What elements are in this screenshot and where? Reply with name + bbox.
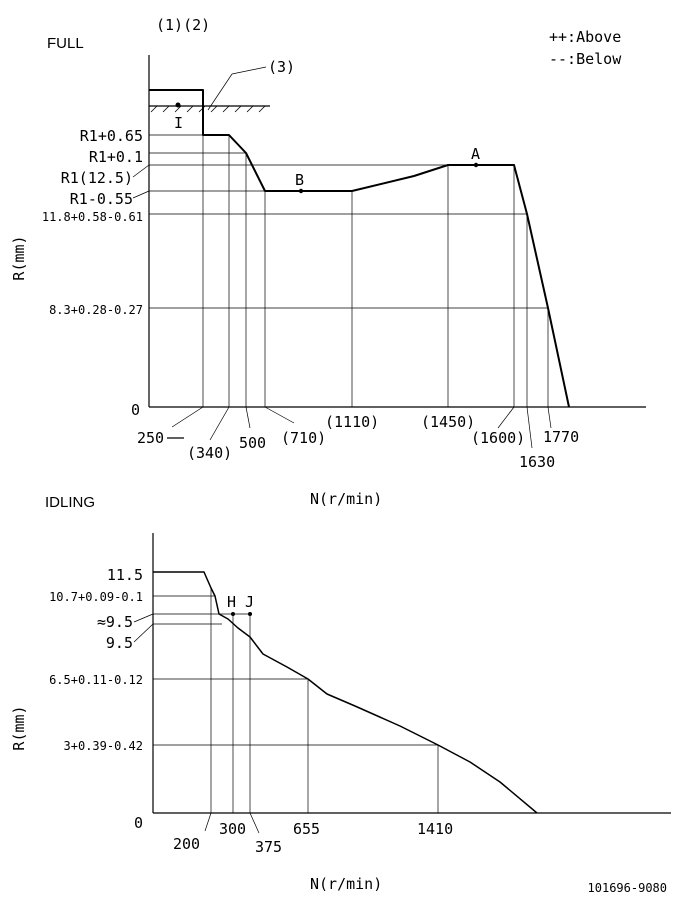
x-label-340: (340)	[187, 444, 232, 462]
point-a-dot	[473, 162, 479, 168]
leader-340	[209, 406, 230, 441]
y-label-r1-01: R1+0.1	[89, 148, 143, 166]
leader-200	[204, 812, 212, 832]
point-h-dot	[231, 612, 235, 616]
leader-1630	[526, 406, 533, 449]
ix-label-655: 655	[293, 820, 320, 838]
x-label-1110: (1110)	[325, 413, 379, 431]
idling-title: IDLING	[45, 494, 95, 511]
leader-approx95	[133, 613, 154, 623]
point-i-label: I	[174, 114, 183, 132]
leader-375	[249, 812, 260, 834]
idling-curve	[153, 571, 538, 814]
idling-x-title: N(r/min)	[310, 875, 382, 893]
ix-label-375: 375	[255, 838, 282, 856]
y-label-zero: 0	[131, 401, 140, 419]
point-b-label: B	[295, 171, 304, 189]
leader-1600	[497, 406, 515, 429]
full-title: FULL	[47, 35, 84, 52]
footer-code: 101696-9080	[588, 881, 667, 895]
point-a-label: A	[471, 145, 480, 163]
x-label-1630: 1630	[519, 453, 555, 471]
leader-95	[133, 623, 154, 643]
point-j-dot	[248, 612, 252, 616]
leader-r1-055	[132, 190, 150, 199]
point-i-dot	[175, 102, 181, 108]
full-chart: FULL (1)(2) (3) ++:Above --:Below	[10, 16, 646, 508]
x-label-710: (710)	[281, 429, 326, 447]
legend-above: ++:Above	[549, 28, 621, 46]
leader-r1-125	[132, 164, 150, 178]
leader-500	[245, 406, 251, 429]
stopper-hatch	[150, 105, 266, 113]
point-h-label: H	[227, 593, 236, 611]
idling-y-title: R(mm)	[10, 705, 28, 750]
x-label-1450: (1450)	[421, 413, 475, 431]
marker-3: (3)	[268, 58, 295, 76]
ix-label-1410: 1410	[417, 820, 453, 838]
iy-label-65: 6.5+0.11-0.12	[49, 673, 143, 687]
leader-250	[171, 406, 204, 428]
y-label-118: 11.8+0.58-0.61	[42, 210, 143, 224]
x-label-500: 500	[239, 434, 266, 452]
legend-below: --:Below	[549, 50, 622, 68]
full-x-title: N(r/min)	[310, 490, 382, 508]
idling-chart: IDLING H J 11.5 10.7+0.09-0.1 ≈9.5 9.5 6…	[10, 494, 671, 893]
x-label-250: 250	[137, 429, 164, 447]
y-label-r1-055: R1-0.55	[70, 190, 133, 208]
y-label-r1-125: R1(12.5)	[61, 169, 133, 187]
ix-label-300: 300	[219, 820, 246, 838]
markers-1-2: (1)(2)	[156, 16, 210, 34]
leader-710	[264, 406, 295, 424]
y-label-r1-065: R1+0.65	[80, 127, 143, 145]
leader-1770	[547, 406, 552, 429]
point-b-dot	[298, 188, 304, 194]
marker-3-leader	[231, 66, 267, 75]
point-j-label: J	[245, 593, 254, 611]
ix-label-200: 200	[173, 835, 200, 853]
full-y-title: R(mm)	[10, 235, 28, 280]
iy-label-107: 10.7+0.09-0.1	[49, 590, 143, 604]
x-label-1770: 1770	[543, 428, 579, 446]
y-label-83: 8.3+0.28-0.27	[49, 303, 143, 317]
iy-label-3: 3+0.39-0.42	[64, 739, 143, 753]
iy-label-approx95: ≈9.5	[97, 613, 133, 631]
full-curve	[149, 89, 570, 408]
iy-label-95: 9.5	[106, 634, 133, 652]
iy-label-115: 11.5	[107, 566, 143, 584]
iy-label-zero: 0	[134, 814, 143, 832]
marker-3-leader-2	[207, 73, 233, 111]
x-label-1600: (1600)	[471, 429, 525, 447]
